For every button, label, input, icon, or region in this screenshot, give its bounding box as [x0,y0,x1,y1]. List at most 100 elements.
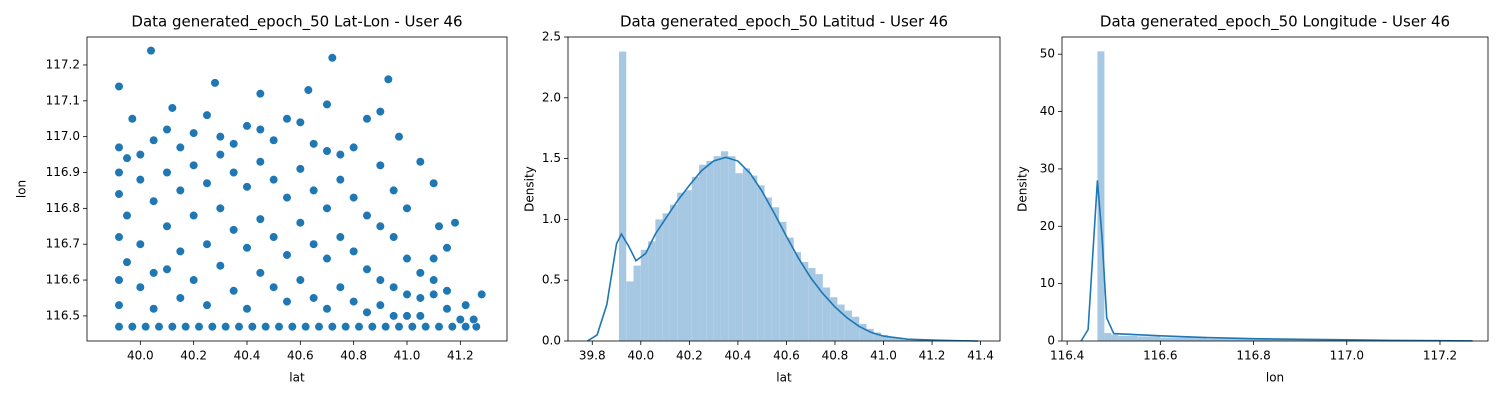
scatter-point [135,282,145,292]
scatter-point [127,114,137,124]
scatter-point [287,322,297,332]
scatter-point [229,167,239,178]
scatter-point [274,322,284,332]
scatter-point [389,311,399,321]
y-tick-label: 0.5 [542,273,561,287]
scatter-point [255,268,265,278]
chart-title: Data generated_epoch_50 Longitude - User… [1100,13,1450,32]
scatter-point [181,322,191,332]
histogram-bar [750,175,758,341]
scatter-point [167,322,177,332]
histogram-bar [684,190,692,341]
scatter-point [327,53,337,63]
scatter-point [295,164,305,174]
histogram-bar [844,310,852,341]
x-tick-label: 40.0 [627,349,654,363]
scatter-point [175,185,185,196]
scatter-point [434,221,444,231]
scatter-point [309,239,319,249]
kde-line [586,156,979,342]
scatter-point [229,286,239,296]
scatter-point [381,322,391,332]
histogram-bar [764,197,772,341]
y-tick-label: 10 [1040,276,1055,290]
histogram-bar [859,323,867,341]
scatter-point [434,322,444,332]
scatter-point [469,314,479,325]
scatter-point [375,160,385,170]
scatter-point [375,300,385,310]
scatter-point [349,246,359,256]
scatter-point [322,146,332,156]
scatter-point [295,117,305,127]
histogram-bar [830,297,838,341]
scatter-point [301,322,311,332]
subplot: Data generated_epoch_50 Lat-Lon - User 4… [15,13,508,385]
y-tick-label: 116.6 [46,273,80,287]
histogram-bar [771,207,780,341]
scatter-point [362,307,372,317]
histogram-bar [662,213,670,341]
scatter-point [309,139,319,149]
scatter-point [375,221,385,231]
scatter-point [269,175,279,185]
y-tick-label: 117.1 [46,93,80,107]
scatter-point [149,268,159,278]
y-tick-label: 2.5 [542,30,561,44]
scatter-point [447,322,457,332]
histogram-bar [669,204,678,341]
scatter-point [135,175,145,185]
histogram-bar [1137,336,1161,341]
scatter-point [127,322,137,332]
scatter-point [215,203,225,213]
scatter-point [269,135,279,145]
scatter-point [114,322,124,332]
x-axis-label: lon [1266,371,1284,385]
scatter-point [162,264,172,274]
scatter-point [383,74,393,84]
histogram-bar [1300,339,1347,341]
scatter-point [389,232,399,242]
scatter-point [389,185,399,196]
histogram-bar [1253,339,1301,341]
scatter-point [322,99,332,109]
scatter-point [229,139,239,149]
scatter-point [162,124,172,135]
scatter-point [141,322,151,332]
x-tick-label: 41.0 [870,349,897,363]
scatter-point [229,225,239,235]
y-tick-label: 116.5 [46,308,80,322]
x-tick-label: 40.2 [676,349,703,363]
histogram-bar [786,237,794,341]
scatter-point [394,132,404,142]
x-tick-label: 41.2 [919,349,946,363]
scatter-point [415,293,425,303]
scatter-point [282,114,292,124]
histogram-bar [1111,334,1119,341]
scatter-point [114,189,124,199]
scatter-point [202,300,212,310]
histogram-bar [691,176,700,341]
histogram-bar [742,168,751,341]
histogram-bar [888,337,896,341]
scatter-point [314,322,324,332]
scatter-point [282,250,292,260]
scatter-point [189,210,199,221]
histogram-bar [1160,337,1207,341]
scatter-point [189,275,199,285]
scatter-point [362,264,372,274]
scatter-point [114,81,124,92]
scatter-point [322,203,332,213]
x-tick-label: 116.4 [1050,349,1084,363]
scatter-point [349,193,359,203]
histogram-bar [1118,335,1138,341]
x-axis-label: lat [776,371,792,385]
x-axis-label: lat [289,371,305,385]
y-tick-label: 0.0 [542,334,561,348]
histogram-bar [626,281,634,341]
scatter-point [335,282,345,292]
scatter-point [375,275,385,285]
histogram-bar [837,304,845,341]
scatter-point [202,178,212,188]
